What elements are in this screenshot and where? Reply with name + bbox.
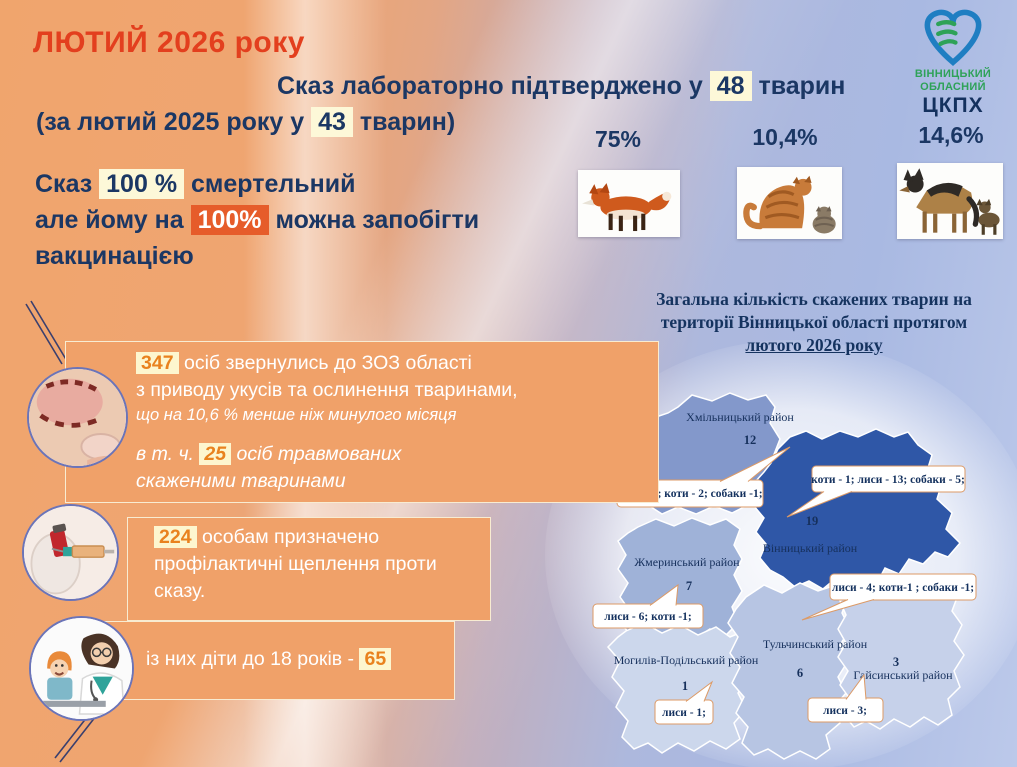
children-count: 65 <box>359 648 392 670</box>
confirmed-statement: Сказ лабораторно підтверджено у 48 твари… <box>277 71 846 101</box>
district-count: 6 <box>797 666 803 680</box>
org-name-line1: ВІННИЦЬКИЙ <box>914 68 992 80</box>
district-vinnytskyi <box>753 428 962 590</box>
district-count: 12 <box>744 433 757 447</box>
bite-line1: 347 осіб звернулись до ЗОЗ області <box>136 350 648 377</box>
needle-icon <box>25 300 68 365</box>
fox-percent: 75% <box>594 126 642 152</box>
fatality-statement: Сказ 100 % смертельний але йому на 100% … <box>35 166 479 274</box>
map-title-period: лютого 2026 року <box>745 335 883 355</box>
fox-image <box>578 170 680 237</box>
confirmed-suffix: тварин <box>758 72 846 100</box>
dogs-image <box>897 163 1003 239</box>
fatality-100-highlight: 100 % <box>99 169 185 199</box>
doctor-child-icon <box>31 618 132 719</box>
district-label: Жмеринський район <box>634 555 740 569</box>
district-count: 19 <box>806 514 819 528</box>
district-label: Могилів-Подільський район <box>614 653 759 667</box>
svg-text:коти - 1; лиси - 13; собаки -: коти - 1; лиси - 13; собаки - 5; <box>811 474 965 486</box>
vaccination-count: 224 <box>154 526 197 548</box>
rabid-injured-line1: в т. ч. 25 осіб травмованих <box>136 443 402 465</box>
org-logo: ВІННИЦЬКИЙ ОБЛАСНИЙ ЦКПХ <box>895 8 1011 118</box>
bite-wound-icon <box>29 369 126 466</box>
previous-prefix: (за лютий 2025 року у <box>36 108 305 136</box>
rabid-injured-count: 25 <box>199 443 232 465</box>
cats-image <box>737 167 842 239</box>
wound-photo <box>27 367 128 468</box>
dog-icon <box>899 168 1000 235</box>
svg-text:лиси - 3;: лиси - 3; <box>823 705 867 717</box>
callout-mohyliv: лиси - 1; <box>654 680 714 725</box>
children-line: із них діти до 18 років - 65 <box>146 646 454 673</box>
svg-text:лиси - 1;: лиси - 1; <box>662 707 706 719</box>
vaccination-stats-box: 224 особам призначено профілактичні щепл… <box>127 517 491 621</box>
doctor-photo <box>29 616 134 721</box>
syringe-photo <box>22 504 119 601</box>
syringe-icon <box>24 506 117 599</box>
previous-suffix: тварин) <box>359 108 456 136</box>
org-name-line2: ОБЛАСНИЙ <box>920 81 986 93</box>
bite-stats-box: 347 осіб звернулись до ЗОЗ області з при… <box>65 341 659 503</box>
callout-zhmerynskyi: лиси - 6; коти -1; <box>592 583 704 629</box>
fatality-line3: вакцинацією <box>35 242 194 270</box>
oblast-map: Хмільницький район 12 19 Вінницький райо… <box>592 392 977 760</box>
prevention-100-highlight: 100% <box>190 205 269 235</box>
district-count: 7 <box>686 579 692 593</box>
svg-text:лиси - 4; коти-1 ; собаки -1;: лиси - 4; коти-1 ; собаки -1; <box>832 582 974 594</box>
callout-tulchynskyi: лиси - 4; коти-1 ; собаки -1; <box>801 573 977 621</box>
rabid-injured-line2: скаженими тваринами <box>136 470 346 492</box>
confirmed-value: 48 <box>709 71 752 101</box>
cat-icon <box>743 175 836 234</box>
callout-vinnytskyi: коти - 1; лиси - 13; собаки - 5; <box>786 465 966 518</box>
fatality-line2: але йому на 100% можна запобігти <box>35 205 480 235</box>
cats-percent: 10,4% <box>752 124 818 150</box>
callout-haisynskyi: лиси - 3; <box>807 673 884 723</box>
page-title: ЛЮТИЙ 2026 року <box>33 26 305 59</box>
district-label: Хмільницький район <box>686 410 794 424</box>
vaccination-line3: сказу. <box>154 580 206 602</box>
svg-text:лиси - 6; коти -1;: лиси - 6; коти -1; <box>604 611 691 623</box>
org-abbreviation: ЦКПХ <box>922 94 984 117</box>
bite-line2: з приводу укусів та ослинення тваринами, <box>136 379 518 401</box>
district-label: Тульчинський район <box>763 637 868 651</box>
bite-count: 347 <box>136 352 179 374</box>
district-count: 3 <box>893 655 899 669</box>
bite-note: що на 10,6 % менше ніж минулого місяця <box>136 406 457 424</box>
previous-value: 43 <box>311 107 353 137</box>
vaccination-line1: 224 особам призначено <box>154 524 484 551</box>
dogs-percent: 14,6% <box>918 122 984 148</box>
district-label: Вінницький район <box>763 541 858 555</box>
heart-shield-icon <box>924 9 982 66</box>
fox-icon <box>582 183 672 232</box>
previous-year-statement: (за лютий 2025 року у 43 тварин) <box>36 107 456 137</box>
district-mohyliv-podilskyi <box>606 622 749 754</box>
vaccination-line2: профілактичні щеплення проти <box>154 553 437 575</box>
district-count: 1 <box>682 679 688 693</box>
district-label: Гайсинський район <box>853 668 953 682</box>
fatality-line1: Сказ 100 % смертельний <box>35 169 356 199</box>
map-title: Загальна кількість скажених тварин на те… <box>615 288 1013 357</box>
confirmed-prefix: Сказ лабораторно підтверджено у <box>277 72 703 100</box>
children-stats-box: із них діти до 18 років - 65 <box>97 621 455 700</box>
